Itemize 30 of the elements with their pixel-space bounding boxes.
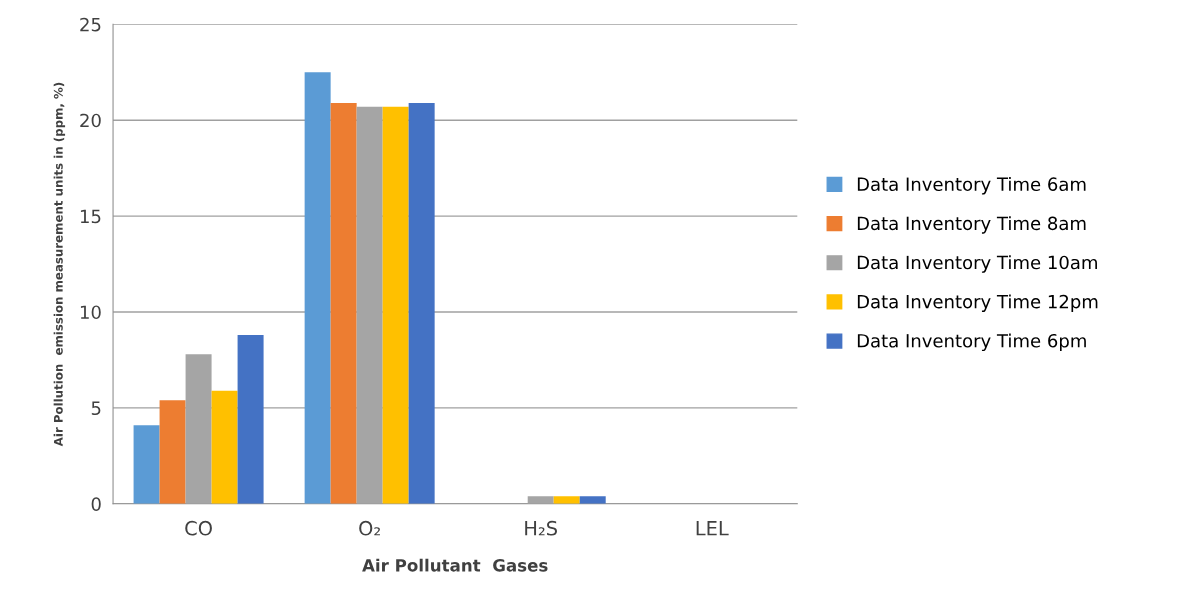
- bar: [382, 106, 409, 504]
- y-axis-title: Air Pollution emission measurement units in (ppm, %): [53, 82, 66, 447]
- legend-label: Data Inventory Time 6am: [857, 177, 1086, 195]
- legend-label: Data Inventory Time 10am: [857, 255, 1097, 273]
- bar: [185, 354, 212, 504]
- bar: [159, 400, 186, 504]
- bar: [304, 72, 331, 504]
- x-axis-title: Air Pollutant Gases: [362, 558, 548, 572]
- y-tick-label: 20: [80, 113, 101, 128]
- bar: [133, 425, 160, 504]
- legend-label: Data Inventory Time 12pm: [857, 294, 1098, 312]
- bar: [237, 335, 264, 504]
- bar: [579, 496, 606, 504]
- bar: [211, 390, 238, 504]
- y-tick-label: 15: [80, 209, 101, 224]
- y-tick-label: 25: [80, 17, 101, 32]
- bar: [356, 106, 383, 504]
- x-tick-label: CO: [185, 520, 212, 536]
- x-tick-label: LEL: [696, 521, 729, 536]
- y-tick-label: 5: [91, 401, 101, 416]
- y-tick-label: 10: [80, 305, 101, 320]
- bar: [527, 496, 554, 504]
- legend-label: Data Inventory Time 6pm: [857, 333, 1086, 352]
- x-tick-label: O₂: [359, 520, 380, 536]
- bar: [408, 102, 435, 504]
- bar: [330, 102, 357, 504]
- bar: [553, 496, 580, 504]
- legend-label: Data Inventory Time 8am: [857, 216, 1086, 234]
- y-tick-label: 0: [91, 497, 101, 511]
- x-tick-label: H₂S: [525, 520, 557, 536]
